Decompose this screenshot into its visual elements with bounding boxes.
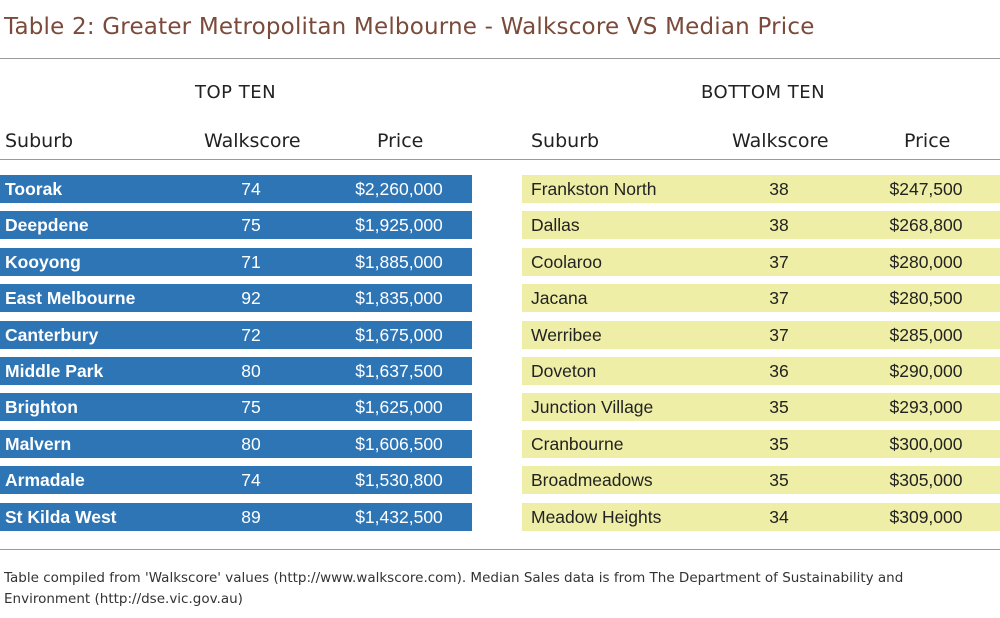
bottom-ten-heading: BOTTOM TEN — [701, 82, 826, 103]
walkscore-cell: 38 — [769, 215, 789, 236]
header-divider — [0, 159, 1000, 160]
walkscore-cell: 34 — [769, 506, 789, 527]
suburb-cell: Kooyong — [5, 251, 81, 272]
table-row: Canterbury 72 $1,675,000 — [0, 320, 472, 349]
price-cell: $1,885,000 — [355, 251, 443, 272]
table-row: Dallas 38 $268,800 — [522, 211, 1000, 240]
suburb-cell: Toorak — [5, 179, 63, 199]
price-cell: $1,835,000 — [355, 288, 443, 309]
suburb-cell: Canterbury — [5, 324, 99, 345]
table-row: Armadale 74 $1,530,800 — [0, 466, 472, 495]
top-ten-header-price: Price — [377, 130, 424, 152]
price-cell: $285,000 — [889, 324, 963, 345]
walkscore-cell: 80 — [241, 360, 261, 381]
table-row: Brighton 75 $1,625,000 — [0, 393, 472, 422]
bottom-ten-table: Frankston North 38 $247,500 Dallas 38 $268,8… — [522, 175, 1000, 539]
table-row: Coolaroo 37 $280,000 — [522, 247, 1000, 276]
suburb-cell: Malvern — [5, 433, 72, 454]
table-row: Deepdene 75 $1,925,000 — [0, 211, 472, 240]
suburb-cell: Doveton — [531, 360, 597, 381]
price-cell: $2,260,000 — [355, 179, 443, 199]
walkscore-cell: 35 — [769, 397, 789, 418]
suburb-cell: St Kilda West — [5, 506, 117, 527]
walkscore-cell: 36 — [769, 360, 789, 381]
table-row: Werribee 37 $285,000 — [522, 320, 1000, 349]
price-cell: $300,000 — [889, 433, 963, 454]
price-cell: $280,000 — [889, 251, 963, 272]
table-row: Jacana 37 $280,500 — [522, 284, 1000, 313]
price-cell: $1,606,500 — [355, 433, 443, 454]
suburb-cell: Armadale — [5, 470, 85, 491]
top-ten-table: Toorak 74 $2,260,000 Deepdene 75 $1,925,000 … — [0, 175, 472, 539]
suburb-cell: Deepdene — [5, 215, 89, 236]
walkscore-cell: 80 — [241, 433, 261, 454]
source-footnote: Table compiled from 'Walkscore' values (… — [4, 570, 904, 607]
walkscore-cell: 75 — [241, 215, 261, 236]
table-row: St Kilda West 89 $1,432,500 — [0, 502, 472, 531]
bottom-ten-header-walkscore: Walkscore — [732, 130, 829, 152]
table-row: Middle Park 80 $1,637,500 — [0, 356, 472, 385]
walkscore-cell: 74 — [241, 179, 261, 199]
table-row: Broadmeadows 35 $305,000 — [522, 466, 1000, 495]
top-ten-header-walkscore: Walkscore — [204, 130, 301, 152]
footer-divider — [0, 549, 1000, 550]
suburb-cell: Brighton — [5, 397, 78, 418]
top-ten-heading: TOP TEN — [195, 82, 277, 103]
title-divider — [0, 58, 1000, 59]
table-row: Frankston North 38 $247,500 — [522, 175, 1000, 203]
table-row: Doveton 36 $290,000 — [522, 356, 1000, 385]
walkscore-cell: 37 — [769, 288, 789, 309]
suburb-cell: Frankston North — [531, 179, 657, 199]
walkscore-cell: 35 — [769, 433, 789, 454]
price-cell: $1,625,000 — [355, 397, 443, 418]
table-row: Toorak 74 $2,260,000 — [0, 175, 472, 203]
walkscore-cell: 37 — [769, 251, 789, 272]
price-cell: $1,432,500 — [355, 506, 443, 527]
price-cell: $293,000 — [889, 397, 963, 418]
walkscore-cell: 38 — [769, 179, 789, 199]
price-cell: $1,530,800 — [355, 470, 443, 491]
walkscore-cell: 71 — [241, 251, 261, 272]
walkscore-cell: 75 — [241, 397, 261, 418]
table-row: Cranbourne 35 $300,000 — [522, 429, 1000, 458]
suburb-cell: Broadmeadows — [531, 470, 653, 491]
price-cell: $268,800 — [889, 215, 963, 236]
price-cell: $309,000 — [889, 506, 963, 527]
price-cell: $290,000 — [889, 360, 963, 381]
bottom-ten-header-suburb: Suburb — [531, 130, 600, 152]
price-cell: $1,637,500 — [355, 360, 443, 381]
suburb-cell: Meadow Heights — [531, 506, 662, 527]
table-row: East Melbourne 92 $1,835,000 — [0, 284, 472, 313]
price-cell: $1,925,000 — [355, 215, 443, 236]
price-cell: $305,000 — [889, 470, 963, 491]
price-cell: $280,500 — [889, 288, 963, 309]
suburb-cell: Cranbourne — [531, 433, 624, 454]
price-cell: $247,500 — [889, 179, 963, 199]
top-ten-header-suburb: Suburb — [5, 130, 74, 152]
suburb-cell: Dallas — [531, 215, 580, 236]
table-row: Kooyong 71 $1,885,000 — [0, 247, 472, 276]
table-row: Meadow Heights 34 $309,000 — [522, 502, 1000, 531]
walkscore-cell: 35 — [769, 470, 789, 491]
suburb-cell: Werribee — [531, 324, 602, 345]
bottom-ten-header-price: Price — [904, 130, 951, 152]
suburb-cell: Jacana — [531, 288, 588, 309]
walkscore-cell: 72 — [241, 324, 261, 345]
price-cell: $1,675,000 — [355, 324, 443, 345]
suburb-cell: Middle Park — [5, 360, 104, 381]
page-title: Table 2: Greater Metropolitan Melbourne … — [4, 14, 815, 40]
table-row: Malvern 80 $1,606,500 — [0, 429, 472, 458]
table-row: Junction Village 35 $293,000 — [522, 393, 1000, 422]
walkscore-cell: 37 — [769, 324, 789, 345]
walkscore-cell: 92 — [241, 288, 261, 309]
walkscore-cell: 89 — [241, 506, 261, 527]
suburb-cell: Junction Village — [531, 397, 654, 418]
walkscore-cell: 74 — [241, 470, 261, 491]
suburb-cell: East Melbourne — [5, 288, 136, 309]
suburb-cell: Coolaroo — [531, 251, 603, 272]
